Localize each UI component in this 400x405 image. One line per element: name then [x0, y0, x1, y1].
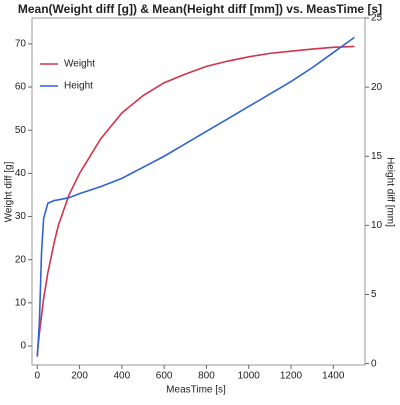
y-tick-label: 0	[20, 341, 26, 352]
x-tick-label: 600	[156, 371, 173, 382]
y2-tick-label: 15	[371, 151, 383, 162]
y-tick-label: 30	[15, 211, 27, 222]
y-tick-label: 60	[15, 82, 27, 93]
y2-axis-label: Height diff [mm]	[384, 157, 395, 227]
y-tick-label: 20	[15, 254, 27, 265]
x-tick-label: 0	[35, 371, 41, 382]
x-axis-label: MeasTime [s]	[166, 385, 226, 396]
y2-tick-label: 10	[371, 220, 383, 231]
y-tick-label: 70	[15, 39, 27, 50]
x-tick-label: 1200	[280, 371, 303, 382]
y2-tick-label: 25	[371, 13, 383, 24]
x-tick-label: 1400	[322, 371, 345, 382]
y-tick-label: 50	[15, 125, 27, 136]
data-line	[36, 45, 355, 355]
x-tick-label: 200	[71, 371, 88, 382]
y-tick-label: 10	[15, 297, 27, 308]
x-tick-label: 800	[198, 371, 215, 382]
y2-tick-label: 0	[371, 358, 377, 369]
y2-tick-label: 5	[371, 289, 377, 300]
legend-label: Weight	[64, 59, 95, 70]
y-tick-label: 40	[15, 168, 27, 179]
x-tick-label: 400	[114, 371, 131, 382]
y-axis-label: Weight diff [g]	[4, 161, 15, 222]
x-tick-label: 1000	[238, 371, 261, 382]
chart-title: Mean(Weight diff [g]) & Mean(Height diff…	[18, 2, 382, 16]
y2-tick-label: 20	[371, 82, 383, 93]
plot-frame	[31, 17, 366, 366]
data-line	[36, 36, 355, 357]
legend-label: Height	[64, 81, 93, 92]
